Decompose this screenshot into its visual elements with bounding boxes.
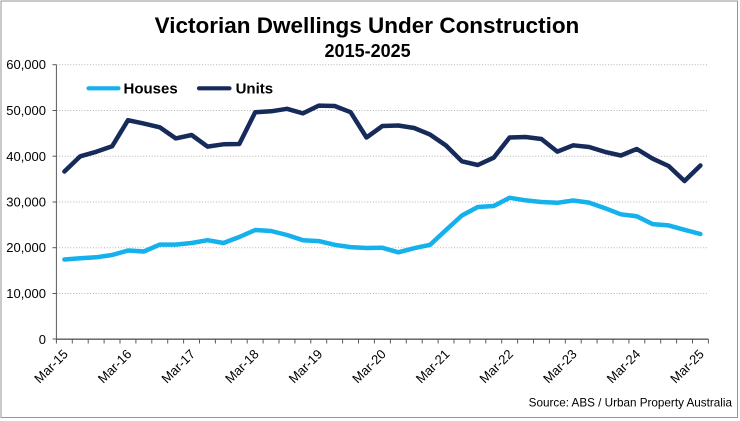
svg-text:0: 0 (39, 332, 46, 347)
svg-text:50,000: 50,000 (6, 103, 46, 118)
svg-text:Units: Units (236, 80, 274, 97)
svg-text:60,000: 60,000 (6, 57, 46, 72)
svg-text:Houses: Houses (124, 80, 178, 97)
svg-text:10,000: 10,000 (6, 286, 46, 301)
svg-text:40,000: 40,000 (6, 149, 46, 164)
svg-text:2015-2025: 2015-2025 (325, 41, 411, 61)
svg-text:30,000: 30,000 (6, 195, 46, 210)
svg-text:Source: ABS / Urban Property A: Source: ABS / Urban Property Australia (529, 397, 733, 410)
svg-text:Victorian Dwellings Under Cons: Victorian Dwellings Under Construction (155, 13, 580, 38)
svg-text:20,000: 20,000 (6, 240, 46, 255)
